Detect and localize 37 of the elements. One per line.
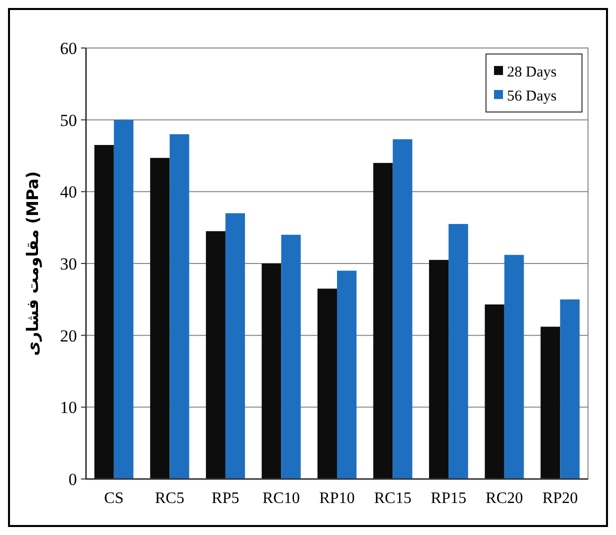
bar	[484, 304, 504, 479]
x-tick-label: RP5	[212, 490, 240, 507]
bar	[150, 158, 170, 479]
legend-label: 28 Days	[507, 64, 557, 80]
bar	[225, 213, 245, 479]
bar	[94, 144, 114, 479]
bar	[540, 326, 560, 479]
bar	[448, 224, 468, 479]
bar	[281, 234, 301, 479]
bar	[170, 134, 190, 479]
bar	[373, 162, 393, 479]
x-tick-label: RP15	[430, 490, 466, 507]
y-tick-label: 50	[60, 110, 77, 130]
bar	[429, 260, 449, 479]
y-tick-label: 30	[60, 254, 77, 274]
legend-label: 56 Days	[507, 88, 557, 104]
y-tick-label: 10	[60, 398, 77, 418]
x-tick-label: RP10	[319, 490, 355, 507]
bar	[504, 254, 524, 479]
y-tick-label: 20	[60, 326, 77, 346]
bar	[337, 270, 357, 479]
bar	[262, 264, 282, 479]
x-tick-label: CS	[104, 490, 124, 507]
x-tick-label: RP20	[542, 490, 578, 507]
bar	[206, 231, 226, 479]
bar	[392, 139, 412, 479]
y-tick-label: 60	[60, 38, 77, 58]
x-tick-label: RC10	[262, 490, 300, 507]
bar	[317, 288, 337, 479]
x-tick-label: RC5	[154, 490, 184, 507]
y-tick-label: 40	[60, 182, 77, 202]
x-tick-label: RC20	[486, 490, 524, 507]
bar	[114, 120, 134, 479]
bar	[560, 299, 580, 479]
y-tick-label: 0	[68, 470, 77, 489]
x-tick-label: RC15	[374, 490, 412, 507]
y-axis-title: مقاومت فشاری (MPa)	[23, 171, 42, 356]
